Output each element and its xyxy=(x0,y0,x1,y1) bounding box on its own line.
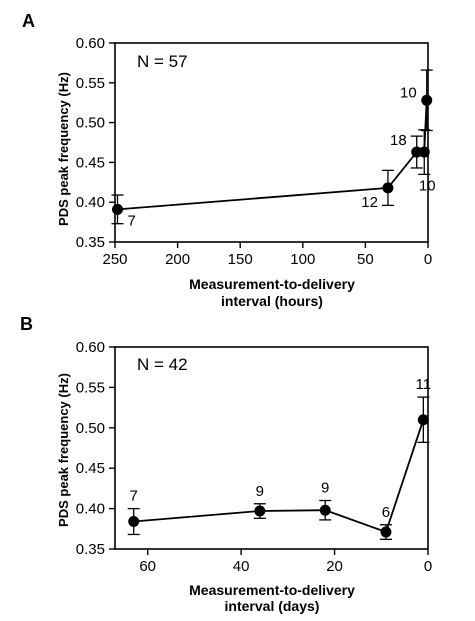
panel-b-series-line xyxy=(133,419,425,534)
panel-b-x-tick-label: 40 xyxy=(233,558,250,575)
panel-b-n-annotation: N = 42 xyxy=(137,355,188,374)
panel-b-x-tick-label: 60 xyxy=(139,558,156,575)
panel-a-x-tick-label: 100 xyxy=(290,251,315,268)
panel-b-x-axis-label-line-2: interval (days) xyxy=(225,598,320,614)
panel-a-data-point xyxy=(112,203,124,215)
panel-a: A PDS peak frequency (Hz) N = 57 Measure… xyxy=(22,11,436,309)
panel-a-data-point xyxy=(382,182,394,194)
panel-a-x-tick-label: 50 xyxy=(357,251,374,268)
panel-a-point-count-label: 7 xyxy=(128,212,136,229)
panel-a-y-tick-label: 0.60 xyxy=(76,35,105,52)
panel-b-point-count-label: 9 xyxy=(321,480,329,497)
panel-b-plot-area: 0.35 0.40 0.45 0.50 0.55 0.60 60 40 20 0 7 9 9 6 11 xyxy=(76,339,432,575)
panel-a-y-axis-label: PDS peak frequency (Hz) xyxy=(56,72,71,226)
panel-b: B PDS peak frequency (Hz) N = 42 Measure… xyxy=(20,314,432,614)
panel-b-x-tick-label: 0 xyxy=(424,558,432,575)
panel-a-data-point xyxy=(421,94,433,106)
panel-b-y-axis-label: PDS peak frequency (Hz) xyxy=(56,373,71,527)
panel-a-point-count-label: 18 xyxy=(390,132,407,149)
panel-a-letter: A xyxy=(22,11,35,31)
panel-a-series-line xyxy=(117,100,428,211)
panel-b-x-axis-label-line-1: Measurement-to-delivery xyxy=(189,582,355,598)
panel-b-data-point xyxy=(128,516,140,528)
panel-a-y-tick-label: 0.55 xyxy=(76,75,105,92)
panel-b-letter: B xyxy=(20,314,33,334)
panel-b-point-count-label: 9 xyxy=(256,483,264,500)
panel-b-data-point xyxy=(417,414,429,426)
panel-b-plot-frame xyxy=(114,346,429,550)
panel-b-point-count-label: 6 xyxy=(382,504,390,521)
panel-a-point-count-label: 12 xyxy=(361,194,378,211)
panel-b-data-point xyxy=(380,526,392,538)
panel-a-x-tick-label: 150 xyxy=(228,251,253,268)
panel-b-y-tick-label: 0.60 xyxy=(76,339,105,356)
panel-a-y-tick-label: 0.35 xyxy=(76,234,105,251)
panel-a-y-tick-label: 0.50 xyxy=(76,115,105,132)
panel-b-point-count-label: 7 xyxy=(130,488,138,505)
panel-a-point-count-label: 10 xyxy=(419,177,436,194)
panel-a-x-axis-label-line-1: Measurement-to-delivery xyxy=(189,276,355,292)
panel-b-y-tick-label: 0.40 xyxy=(76,501,105,518)
panel-b-y-tick-label: 0.35 xyxy=(76,541,105,558)
panel-b-data-point xyxy=(319,504,331,516)
panel-a-data-point xyxy=(418,146,430,158)
panel-b-point-count-label: 11 xyxy=(416,376,432,393)
panel-a-plot-area: 0.35 0.40 0.45 0.50 0.55 0.60 250 200 150 100 50 0 7… xyxy=(76,35,436,268)
panel-a-y-tick-label: 0.40 xyxy=(76,194,105,211)
panel-a-x-axis-label-line-2: interval (hours) xyxy=(221,293,323,309)
panel-b-data-point xyxy=(254,505,266,517)
panel-a-point-count-label: 10 xyxy=(400,84,417,101)
panel-b-y-tick-label: 0.50 xyxy=(76,420,105,437)
panel-a-n-annotation: N = 57 xyxy=(137,52,188,71)
panel-b-y-tick-label: 0.45 xyxy=(76,460,105,477)
panel-b-x-tick-label: 20 xyxy=(326,558,343,575)
panel-a-x-tick-label: 0 xyxy=(424,251,432,268)
panel-a-y-tick-label: 0.45 xyxy=(76,154,105,171)
panel-a-x-tick-label: 200 xyxy=(165,251,190,268)
panel-a-plot-frame xyxy=(114,42,429,243)
panel-b-y-tick-label: 0.55 xyxy=(76,379,105,396)
panel-a-x-tick-label: 250 xyxy=(102,251,127,268)
